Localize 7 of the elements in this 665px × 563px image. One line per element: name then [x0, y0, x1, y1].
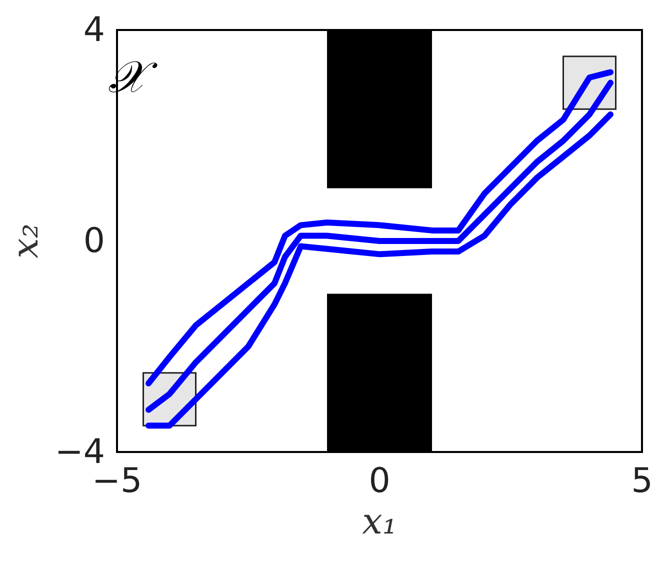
y-axis-title: x₂	[6, 224, 46, 258]
y-tick-label: −4	[54, 432, 106, 472]
y-tick-label: 4	[83, 10, 106, 50]
x-tick-label: 0	[368, 461, 390, 501]
y-tick-label: 0	[83, 221, 106, 261]
x-axis-title: x₁	[362, 502, 397, 542]
x-tick-label: 5	[631, 461, 653, 501]
